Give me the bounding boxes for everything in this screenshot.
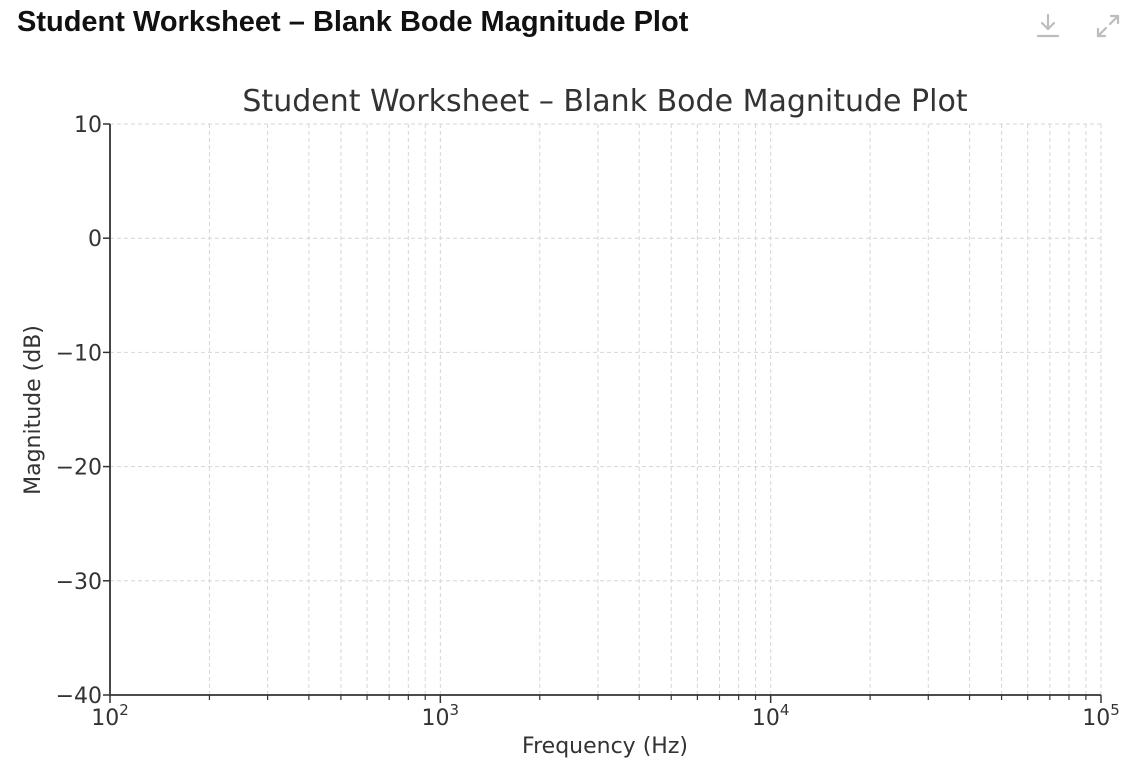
x-tick-label: 103	[422, 701, 460, 731]
y-tick-label: −40	[56, 684, 102, 709]
x-tick-label: 102	[91, 701, 129, 731]
chart-container: Student Worksheet – Blank Bode Magnitude…	[0, 56, 1136, 766]
x-axis-label: Frequency (Hz)	[522, 734, 688, 759]
y-tick-label: −20	[56, 456, 102, 481]
y-tick-label: −10	[56, 341, 102, 366]
download-icon	[1036, 13, 1060, 38]
bode-magnitude-chart: Student Worksheet – Blank Bode Magnitude…	[21, 84, 1120, 759]
axis-layer	[109, 124, 1101, 696]
expand-button[interactable]	[1090, 8, 1126, 44]
y-tick-label: 0	[88, 227, 102, 252]
download-button[interactable]	[1030, 8, 1066, 44]
x-tick-label: 105	[1082, 701, 1120, 731]
grid-layer	[110, 123, 1102, 695]
page-header: Student Worksheet – Blank Bode Magnitude…	[0, 0, 1136, 56]
expand-icon	[1096, 14, 1120, 38]
page-title: Student Worksheet – Blank Bode Magnitude…	[17, 6, 689, 38]
x-tick-label: 104	[752, 701, 790, 731]
y-axis-label: Magnitude (dB)	[21, 325, 46, 495]
y-tick-label: 10	[74, 113, 102, 138]
y-tick-label: −30	[56, 570, 102, 595]
chart-title: Student Worksheet – Blank Bode Magnitude…	[242, 84, 967, 119]
